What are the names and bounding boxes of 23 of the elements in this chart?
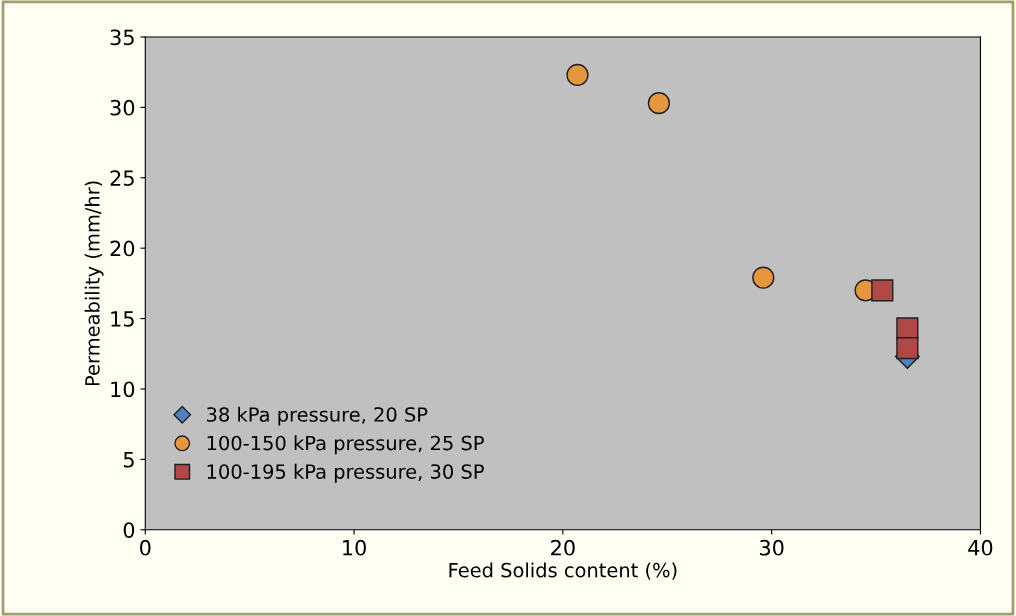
x-tick-label: 0 [140, 539, 151, 556]
y-tick-label: 10 [111, 381, 135, 398]
x-axis-title: Feed Solids content (%) [449, 562, 677, 580]
y-tick-label: 0 [123, 522, 135, 538]
point [647, 92, 671, 115]
legend-label: 100-150 kPa pressure, 25 SP [207, 435, 484, 455]
legend-label: 100-195 kPa pressure, 30 SP [207, 463, 484, 483]
point [566, 63, 589, 87]
y-tick-label: 5 [123, 452, 134, 468]
x-tick-label: 40 [968, 539, 993, 556]
point [752, 266, 775, 289]
x-tick-label: 30 [759, 539, 784, 556]
y-axis-title: Permeability (mm/hr) [84, 181, 104, 386]
x-tick-label: 20 [551, 539, 575, 556]
point [896, 337, 919, 360]
y-tick-label: 25 [110, 170, 134, 186]
point [871, 279, 894, 302]
y-tick-label: 35 [110, 29, 134, 46]
y-tick-label: 20 [110, 240, 135, 257]
legend-label: 38 kPa pressure, 20 SP [207, 406, 428, 426]
y-tick-label: 30 [110, 99, 135, 116]
x-tick-label: 10 [343, 539, 366, 556]
y-tick-label: 15 [111, 311, 134, 327]
